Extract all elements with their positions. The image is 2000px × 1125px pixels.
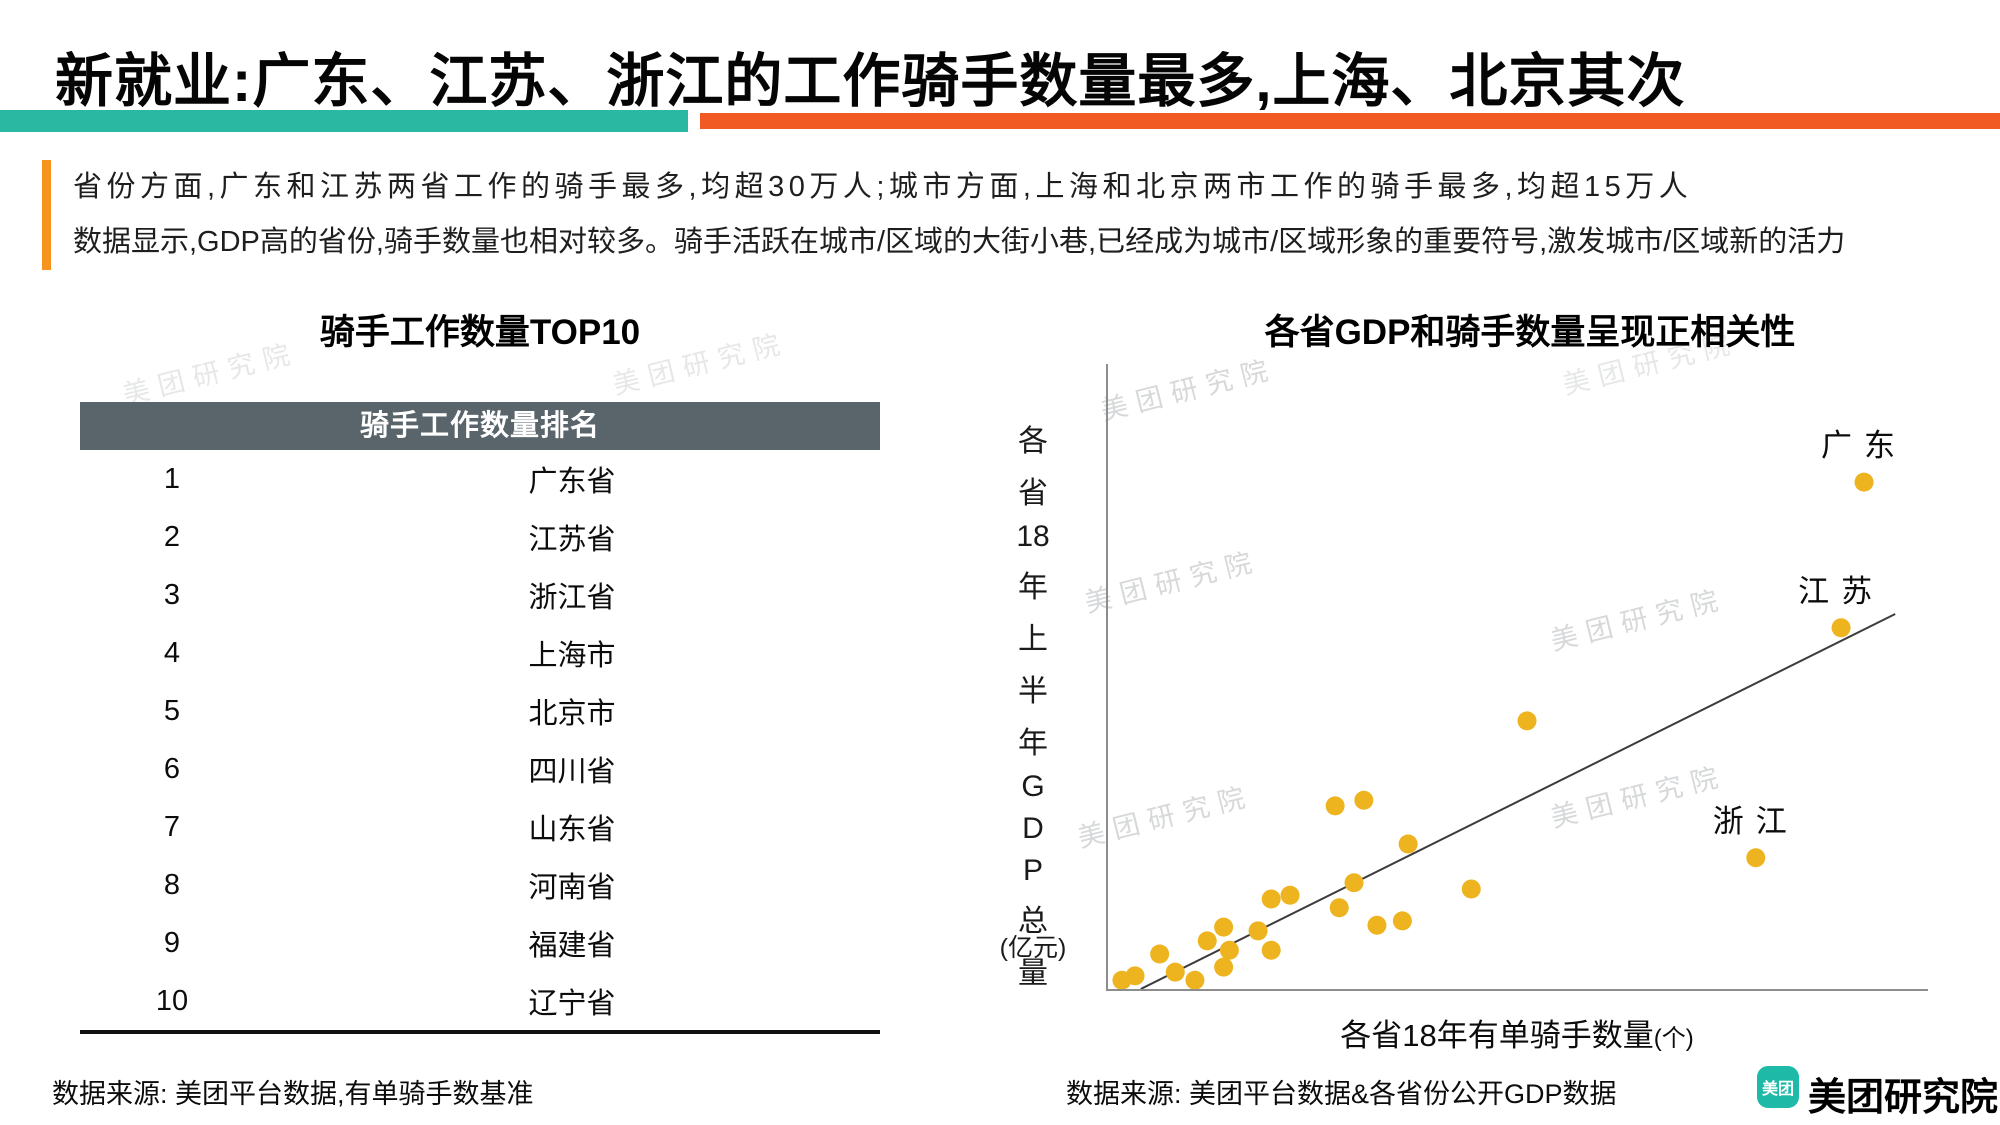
table-row: 5 北京市 (80, 682, 880, 740)
scatter-point (1261, 940, 1281, 960)
scatter-point (1325, 796, 1345, 816)
y-axis-char: 省 (1018, 477, 1048, 510)
x-axis-unit: (个) (1653, 1025, 1694, 1052)
province-cell: 江苏省 (528, 524, 616, 556)
rank-cell: 1 (163, 462, 181, 495)
point-label: 浙江 (1713, 804, 1799, 839)
table-row: 10 辽宁省 (80, 972, 880, 1030)
province-cell: 福建省 (528, 930, 616, 962)
table-source: 数据来源: 美团平台数据,有单骑手数基准 (52, 1079, 534, 1109)
scatter-point (1219, 940, 1239, 960)
scatter-point (1392, 911, 1412, 931)
y-axis-char: 半 (1018, 675, 1048, 708)
x-axis-label: 各省18年有单骑手数量(个) (1106, 1010, 1928, 1055)
scatter-point (1150, 944, 1170, 964)
scatter-point (1214, 917, 1234, 937)
scatter-point (1746, 848, 1766, 868)
y-axis-unit: (亿元) (999, 934, 1067, 962)
y-axis-char: 年 (1018, 571, 1048, 604)
rank-cell: 2 (163, 520, 181, 553)
scatter-point (1214, 957, 1234, 977)
scatter-point (1248, 921, 1268, 941)
scatter-plot: 广东江苏浙江 (1106, 364, 1928, 991)
intro-block: 省份方面,广东和江苏两省工作的骑手最多,均超30万人;城市方面,上海和北京两市工… (42, 160, 1962, 270)
province-cell: 辽宁省 (528, 988, 616, 1020)
scatter-point (1197, 931, 1217, 951)
rank-cell: 7 (163, 810, 181, 843)
brand-name: 美团研究院 (1808, 1077, 1999, 1119)
rank-cell: 4 (163, 636, 181, 669)
scatter-point (1344, 873, 1364, 893)
scatter-point (1185, 970, 1205, 989)
scatter-point (1517, 711, 1537, 731)
title-underline-teal (0, 110, 688, 132)
y-axis-char: 总 (1018, 905, 1048, 938)
chart-source: 数据来源: 美团平台数据&各省份公开GDP数据 (1066, 1079, 1617, 1109)
rank-cell: 5 (163, 694, 181, 727)
rank-cell: 8 (163, 868, 181, 901)
rank-cell: 3 (163, 578, 181, 611)
table-row: 7 山东省 (80, 798, 880, 856)
y-axis-char: 年 (1018, 727, 1048, 760)
table-title: 骑手工作数量TOP10 (319, 313, 641, 352)
x-axis-label-text: 各省18年有单骑手数量 (1340, 1018, 1654, 1053)
province-cell: 四川省 (528, 756, 616, 788)
y-axis-char: 18 (1016, 520, 1050, 553)
scatter-point (1354, 790, 1374, 810)
scatter-point (1461, 879, 1481, 899)
scatter-point (1280, 885, 1300, 905)
intro-line-2: 数据显示,GDP高的省份,骑手数量也相对较多。骑手活跃在城市/区域的大街小巷,已… (73, 226, 1846, 258)
y-axis-char: P (1022, 854, 1043, 887)
scatter-point (1112, 970, 1132, 989)
y-axis-char: G (1021, 770, 1045, 803)
intro-line-1: 省份方面,广东和江苏两省工作的骑手最多,均超30万人;城市方面,上海和北京两市工… (73, 171, 1693, 203)
title-underline-orange (700, 113, 2000, 129)
point-label: 江苏 (1798, 574, 1884, 609)
scatter-point (1854, 472, 1874, 492)
scatter-point (1831, 618, 1851, 638)
y-axis-char: 各 (1018, 425, 1048, 458)
rank-cell: 10 (155, 984, 189, 1017)
table-row: 9 福建省 (80, 914, 880, 972)
y-axis-char: 上 (1018, 623, 1048, 656)
rank-cell: 9 (163, 926, 181, 959)
page-title: 新就业:广东、江苏、浙江的工作骑手数量最多,上海、北京其次 (55, 49, 1686, 114)
scatter-point (1398, 834, 1418, 854)
table-header: 骑手工作数量排名 (80, 402, 880, 450)
y-axis-char: D (1022, 812, 1044, 845)
table-row: 6 四川省 (80, 740, 880, 798)
point-label: 广东 (1821, 428, 1907, 463)
table-row: 3 浙江省 (80, 566, 880, 624)
y-axis-label: 各省 18 年上半年 G D P 总量 (1000, 416, 1066, 992)
table-row: 8 河南省 (80, 856, 880, 914)
scatter-point (1261, 889, 1281, 909)
province-cell: 浙江省 (528, 582, 616, 614)
province-cell: 上海市 (528, 640, 616, 672)
province-cell: 北京市 (528, 698, 616, 730)
table-row: 1 广东省 (80, 450, 880, 508)
province-cell: 山东省 (528, 814, 616, 846)
rank-cell: 6 (163, 752, 181, 785)
scatter-point (1367, 915, 1387, 935)
scatter-point (1329, 898, 1349, 918)
table-row: 2 江苏省 (80, 508, 880, 566)
province-cell: 广东省 (528, 466, 616, 498)
ranking-table: 1 广东省 2 江苏省 3 浙江省 4 上海市 5 北京市 6 四川省 7 山东省 8 河南省 9 福建省 10 辽宁… (80, 450, 880, 1030)
scatter-point (1165, 962, 1185, 982)
y-axis-char: 量 (1018, 957, 1048, 990)
chart-title: 各省GDP和骑手数量呈现正相关性 (1264, 313, 1796, 352)
table-row: 4 上海市 (80, 624, 880, 682)
meituan-logo: 美团 (1757, 1066, 1799, 1108)
trend-line (1140, 613, 1896, 989)
table-bottom-rule (80, 1030, 880, 1034)
province-cell: 河南省 (528, 872, 616, 904)
